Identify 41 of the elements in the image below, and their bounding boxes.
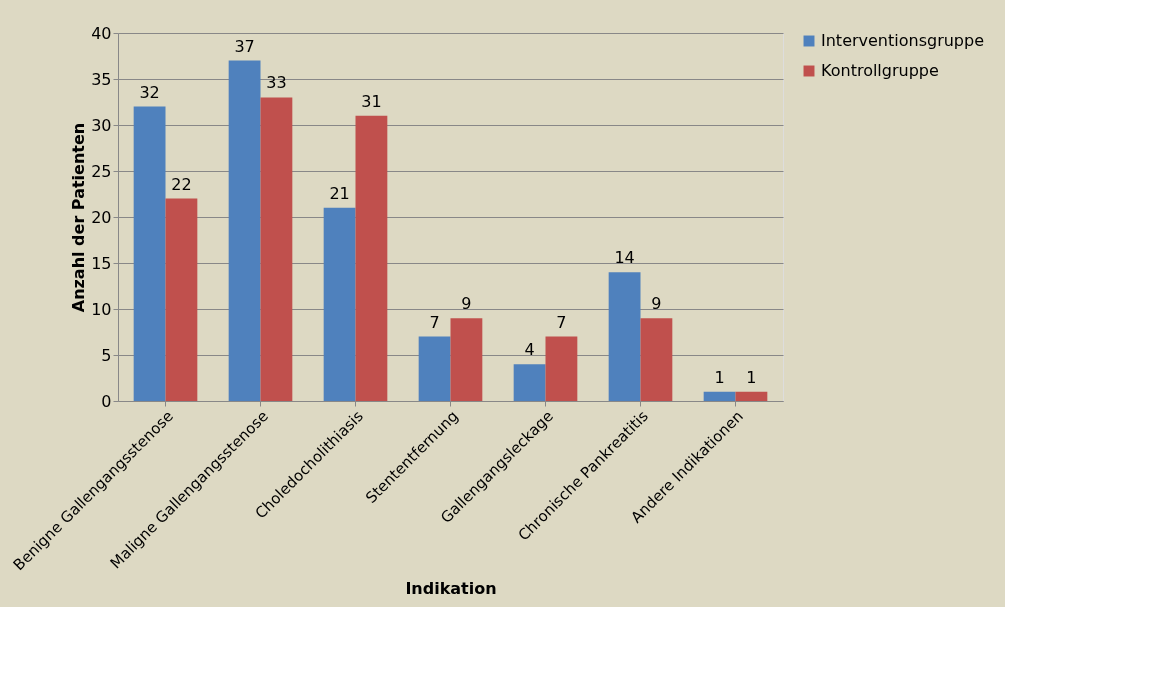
data-label: 1 xyxy=(746,367,757,387)
data-label: 33 xyxy=(266,73,287,93)
data-label: 7 xyxy=(429,312,440,332)
y-tick-label: 40 xyxy=(91,23,112,43)
data-label: 32 xyxy=(139,82,160,102)
y-tick-label: 35 xyxy=(91,69,112,89)
bar xyxy=(228,60,261,401)
bar xyxy=(545,336,578,401)
data-label: 31 xyxy=(361,91,382,111)
bar xyxy=(608,272,641,401)
data-label: 9 xyxy=(651,294,662,314)
data-label: 14 xyxy=(614,248,635,268)
y-tick-label: 5 xyxy=(101,345,112,365)
bar xyxy=(418,336,451,401)
bar xyxy=(323,207,356,401)
bar xyxy=(165,198,198,401)
y-tick-label: 15 xyxy=(91,253,112,273)
legend-label: Kontrollgruppe xyxy=(821,61,939,80)
y-tick-label: 30 xyxy=(91,115,112,135)
y-tick-label: 10 xyxy=(91,299,112,319)
data-label: 37 xyxy=(234,36,255,56)
y-tick-label: 25 xyxy=(91,161,112,181)
x-axis-title: Indikation xyxy=(405,579,497,599)
bar xyxy=(640,318,673,401)
bar xyxy=(703,391,736,401)
data-label: 7 xyxy=(556,312,567,332)
bar xyxy=(260,97,293,401)
bar xyxy=(450,318,483,401)
bar xyxy=(735,391,768,401)
bar xyxy=(355,115,388,401)
data-label: 21 xyxy=(329,183,350,203)
y-tick-label: 0 xyxy=(101,391,112,411)
y-tick-label: 20 xyxy=(91,207,112,227)
bar xyxy=(133,106,166,401)
y-axis-title: Anzahl der Patienten xyxy=(69,122,89,313)
data-label: 1 xyxy=(714,367,725,387)
legend-label: Interventionsgruppe xyxy=(821,31,985,50)
bar xyxy=(513,364,546,401)
data-label: 22 xyxy=(171,174,192,194)
data-label: 9 xyxy=(461,294,472,314)
data-label: 4 xyxy=(524,340,535,360)
